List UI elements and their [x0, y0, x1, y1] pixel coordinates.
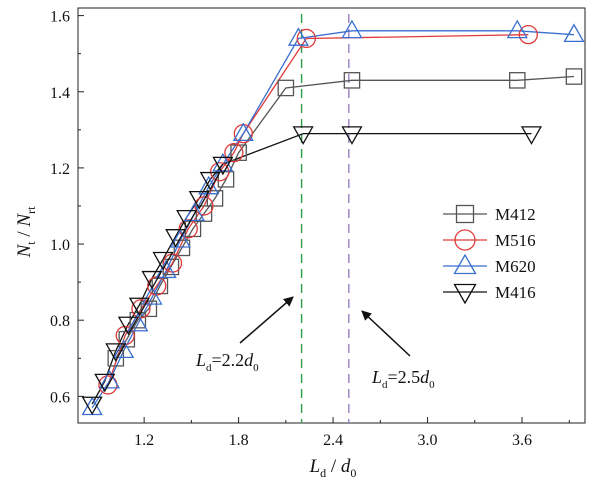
legend-item-m412: M412 — [443, 204, 536, 224]
data-point-m516 — [518, 25, 538, 45]
data-point-m412 — [277, 79, 295, 97]
data-point-m516 — [194, 196, 214, 216]
data-point-m620 — [141, 286, 163, 305]
data-point-m620 — [183, 202, 206, 221]
data-point-m412 — [343, 72, 361, 89]
legend: M412 M516 M620 M416 — [443, 204, 536, 305]
data-point-m620 — [81, 396, 103, 416]
data-point-m412 — [217, 171, 235, 188]
data-point-m620 — [232, 122, 254, 142]
data-point-m416 — [341, 126, 363, 145]
legend-item-m620: M620 — [443, 253, 536, 276]
plot-frame — [77, 7, 586, 424]
data-point-m516 — [224, 143, 244, 163]
data-point-m412 — [140, 300, 158, 318]
data-point-m516 — [210, 162, 230, 182]
legend-item-m516: M516 — [443, 229, 536, 251]
annotation-label-2: Ld=2.5d0 — [371, 367, 435, 391]
legend-label: M412 — [495, 205, 536, 224]
legend-label: M416 — [495, 283, 536, 302]
legend-item-m416: M416 — [443, 283, 536, 305]
data-point-m620 — [287, 27, 310, 46]
data-point-m416 — [188, 190, 210, 210]
reference-lines — [300, 14, 350, 423]
y-tick-label: 1.0 — [50, 237, 70, 254]
data-point-m620 — [127, 312, 149, 332]
legend-marker-m412 — [455, 204, 475, 224]
series-line-m516 — [107, 34, 529, 386]
data-point-m620 — [169, 229, 191, 248]
x-tick-label: 2.4 — [323, 432, 343, 449]
data-point-m516 — [131, 299, 151, 319]
x-axis-title: Ld / d0 — [309, 456, 357, 480]
legend-label: M516 — [495, 231, 536, 250]
y-tick-label: 1.2 — [50, 161, 70, 178]
data-point-m516 — [296, 28, 316, 49]
y-tick-label: 0.6 — [50, 389, 70, 406]
data-point-m416 — [152, 251, 174, 271]
legend-marker-m416 — [453, 283, 477, 305]
data-point-m416 — [165, 229, 187, 248]
data-point-m416 — [176, 210, 198, 229]
data-point-m412 — [206, 190, 224, 207]
y-tick-label: 1.6 — [50, 9, 70, 26]
legend-marker-m620 — [453, 253, 477, 275]
legend-label: M620 — [495, 257, 536, 276]
data-point-m416 — [520, 126, 543, 145]
data-point-m412 — [173, 239, 191, 257]
x-tick-label: 1.8 — [229, 432, 249, 449]
data-point-m412 — [565, 68, 583, 85]
data-point-m620 — [155, 259, 177, 279]
data-point-m412 — [508, 72, 526, 89]
data-point-m416 — [105, 343, 127, 362]
data-point-m412 — [151, 277, 169, 295]
data-point-m412 — [107, 349, 125, 367]
x-tick-label: 3.0 — [418, 432, 438, 449]
data-point-m416 — [141, 270, 163, 290]
series-line-m416 — [91, 132, 532, 405]
y-tick-label: 1.4 — [50, 85, 70, 102]
data-point-m416 — [117, 316, 139, 336]
data-point-m416 — [199, 171, 221, 191]
y-tick-label: 0.8 — [50, 313, 70, 330]
y-axis-ticks: 0.6 0.8 1.0 1.2 1.4 1.6 — [50, 9, 84, 406]
x-tick-label: 1.2 — [134, 432, 154, 449]
series-markers — [81, 19, 585, 416]
data-point-m620 — [113, 339, 135, 359]
x-tick-label: 3.6 — [512, 432, 532, 449]
data-point-m416 — [212, 156, 234, 176]
y-axis-title: Nt / Nrt — [14, 206, 38, 258]
data-point-m620 — [212, 152, 234, 172]
annotation-arrow-1 — [239, 296, 294, 344]
annotation-label-1: Ld=2.2d0 — [195, 350, 259, 374]
annotation-arrow-2 — [361, 310, 411, 357]
data-point-m620 — [98, 369, 121, 389]
data-point-m416 — [128, 297, 150, 317]
data-point-m620 — [506, 19, 528, 39]
data-point-m620 — [563, 23, 585, 43]
data-point-m416 — [94, 373, 116, 393]
x-axis-ticks: 1.2 1.8 2.4 3.0 3.6 — [134, 417, 570, 449]
legend-marker-m516 — [454, 229, 476, 251]
data-point-m620 — [341, 19, 363, 39]
data-point-m416 — [292, 126, 314, 145]
data-point-m620 — [198, 175, 220, 195]
data-point-m416 — [81, 396, 103, 416]
data-point-m412 — [195, 205, 213, 222]
